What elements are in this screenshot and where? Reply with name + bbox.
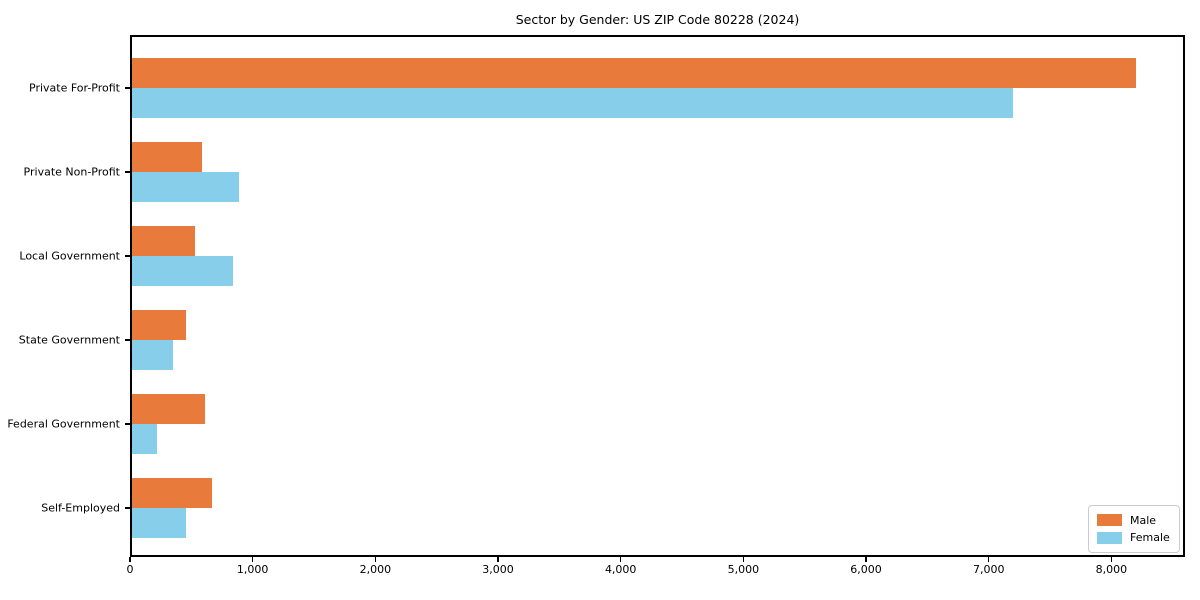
xtick-mark <box>987 557 990 562</box>
bar-state-government-female <box>132 340 173 370</box>
xtick-mark <box>865 557 867 562</box>
xtick-label-3000: 3,000 <box>482 563 514 576</box>
xtick-label-4000: 4,000 <box>604 563 637 576</box>
ytick-mark <box>125 255 130 257</box>
legend-item-male: Male <box>1097 514 1171 527</box>
xtick-mark <box>251 557 254 562</box>
xtick-mark <box>497 557 499 562</box>
xtick-mark <box>742 557 745 562</box>
bar-private-for-profit-female <box>132 88 1014 118</box>
xtick-mark <box>374 557 377 562</box>
ytick-label-self-employed: Self-Employed <box>41 501 120 515</box>
plot-area <box>130 35 1185 557</box>
ytick-label-state-government: State Government <box>18 333 120 347</box>
ytick-mark <box>125 507 130 509</box>
xtick-label-6000: 6,000 <box>850 563 882 576</box>
ytick-mark <box>125 423 130 425</box>
ytick-mark <box>125 87 130 89</box>
xtick-label-2000: 2,000 <box>359 563 392 576</box>
bar-local-government-female <box>132 256 234 286</box>
ytick-label-federal-government: Federal Government <box>7 417 120 431</box>
legend-item-female: Female <box>1097 531 1171 544</box>
bar-private-for-profit-male <box>132 58 1136 88</box>
bar-self-employed-male <box>132 478 213 508</box>
ytick-label-local-government: Local Government <box>19 249 120 263</box>
xtick-mark <box>619 557 622 562</box>
bar-self-employed-female <box>132 508 187 538</box>
bar-private-non-profit-female <box>132 172 240 202</box>
xtick-label-1000: 1,000 <box>236 563 269 576</box>
legend: Male Female <box>1088 505 1180 553</box>
xtick-label-5000: 5,000 <box>727 563 760 576</box>
xtick-label-0: 0 <box>126 563 134 576</box>
ytick-mark <box>125 339 130 341</box>
chart-title: Sector by Gender: US ZIP Code 80228 (202… <box>515 12 800 27</box>
ytick-mark <box>125 171 130 173</box>
xtick-mark <box>129 557 131 562</box>
bar-state-government-male <box>132 310 187 340</box>
bar-private-non-profit-male <box>132 142 203 172</box>
bar-local-government-male <box>132 226 196 256</box>
xtick-mark <box>1110 557 1113 562</box>
xtick-label-7000: 7,000 <box>972 563 1005 576</box>
legend-swatch-male <box>1097 514 1122 527</box>
legend-swatch-female <box>1097 531 1122 544</box>
legend-label-female: Female <box>1130 531 1170 545</box>
ytick-label-private-non-profit: Private Non-Profit <box>23 165 120 179</box>
xtick-label-8000: 8,000 <box>1095 563 1128 576</box>
bar-federal-government-male <box>132 394 205 424</box>
legend-label-male: Male <box>1130 513 1157 527</box>
ytick-label-private-for-profit: Private For-Profit <box>29 81 120 95</box>
bar-federal-government-female <box>132 424 157 454</box>
